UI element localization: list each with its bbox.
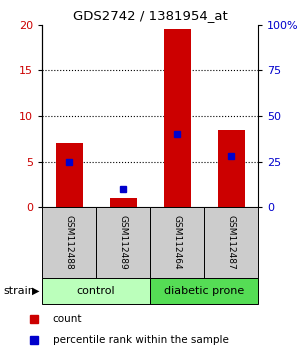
Text: GSM112488: GSM112488: [64, 215, 74, 270]
Text: GSM112487: GSM112487: [226, 215, 236, 270]
Bar: [56, 143, 82, 207]
Bar: [42, 278, 150, 304]
Bar: [150, 207, 204, 278]
Bar: [218, 130, 244, 207]
Text: GSM112464: GSM112464: [172, 215, 182, 270]
Bar: [42, 207, 96, 278]
Bar: [150, 278, 258, 304]
Text: count: count: [53, 314, 82, 324]
Text: diabetic prone: diabetic prone: [164, 286, 244, 296]
Title: GDS2742 / 1381954_at: GDS2742 / 1381954_at: [73, 9, 227, 22]
Bar: [204, 207, 258, 278]
Bar: [110, 198, 136, 207]
Text: ▶: ▶: [32, 286, 39, 296]
Text: GSM112489: GSM112489: [118, 215, 127, 270]
Text: percentile rank within the sample: percentile rank within the sample: [53, 335, 229, 345]
Text: control: control: [77, 286, 115, 296]
Text: strain: strain: [3, 286, 35, 296]
Bar: [96, 207, 150, 278]
Bar: [164, 29, 190, 207]
